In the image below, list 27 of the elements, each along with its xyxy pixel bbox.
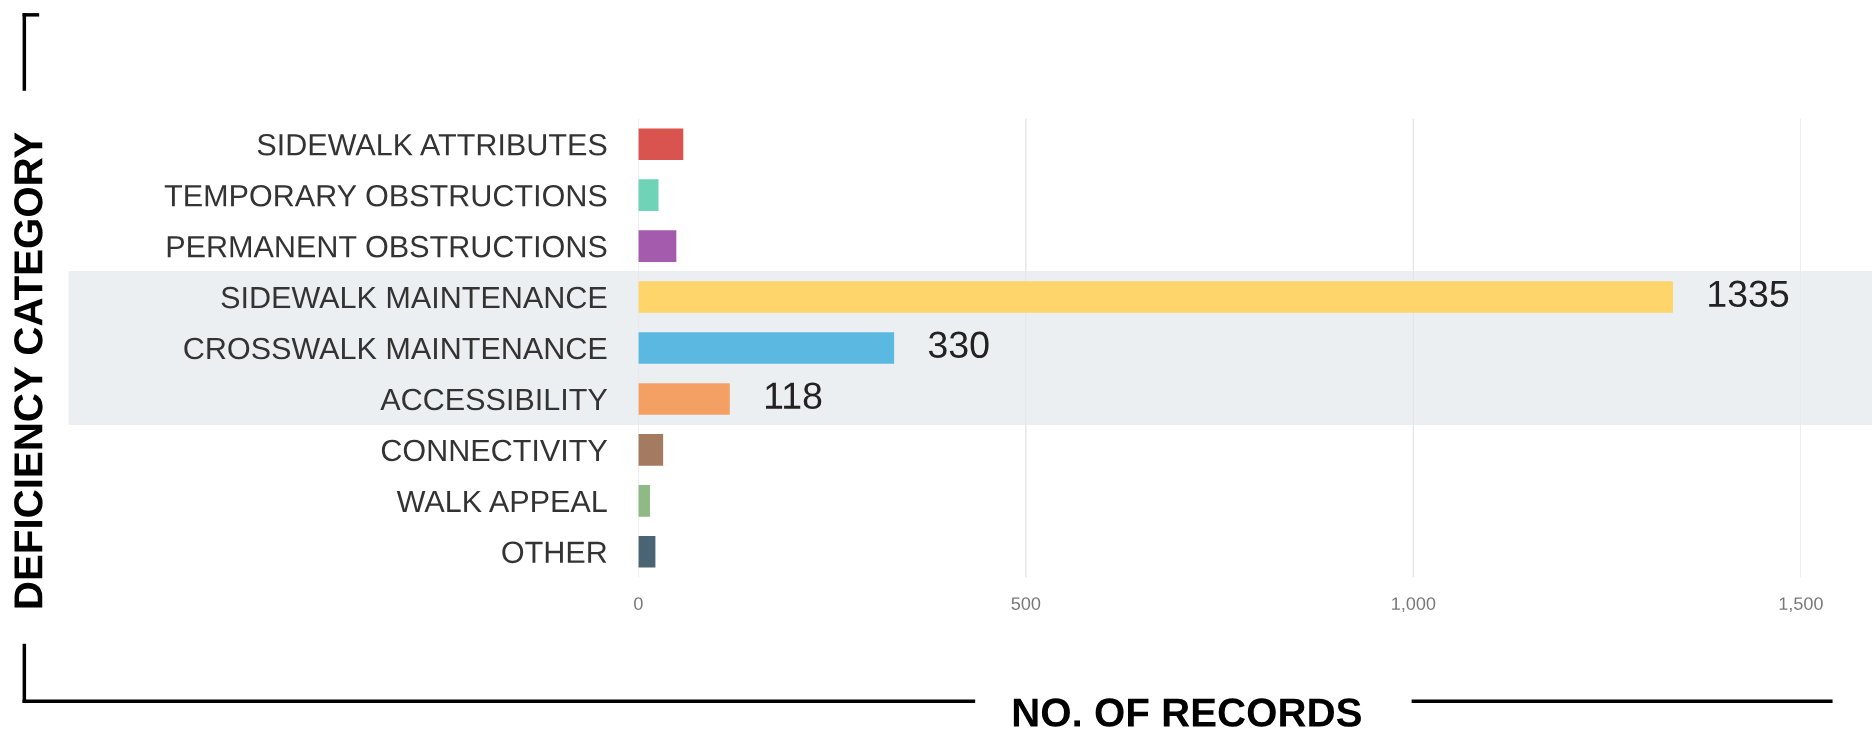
- bar: [638, 383, 730, 415]
- x-tick-label: 1,500: [1779, 597, 1823, 613]
- y-tick-label: TEMPORARY OBSTRUCTIONS: [164, 184, 607, 207]
- data-label: 118: [766, 382, 822, 410]
- y-axis-title: DEFICIENCY CATEGORY: [14, 132, 43, 608]
- y-tick-label: ACCESSIBILITY: [380, 388, 608, 411]
- y-tick-label: OTHER: [502, 541, 607, 564]
- bar: [638, 434, 664, 466]
- x-tick-label: 500: [1011, 597, 1041, 610]
- bar: [638, 332, 895, 364]
- data-label: 1335: [1709, 280, 1789, 308]
- y-tick-label: SIDEWALK MAINTENANCE: [221, 286, 607, 309]
- y-tick-label: CONNECTIVITY: [381, 439, 608, 462]
- bar: [638, 485, 650, 517]
- x-axis-title: NO. OF RECORDS: [1013, 698, 1361, 727]
- data-label: 330: [928, 331, 989, 359]
- bar: [638, 536, 656, 568]
- y-tick-label: SIDEWALK ATTRIBUTES: [257, 133, 607, 156]
- y-tick-label: CROSSWALK MAINTENANCE: [184, 337, 607, 360]
- bar: [638, 281, 1673, 313]
- y-tick-label: PERMANENT OBSTRUCTIONS: [167, 235, 607, 258]
- x-tick-label: 1,000: [1392, 597, 1436, 613]
- bar: [638, 230, 677, 262]
- y-tick-label: WALK APPEAL: [396, 490, 607, 512]
- x-tick-label: 0: [634, 597, 643, 610]
- bar: [638, 128, 684, 160]
- bar: [638, 179, 659, 211]
